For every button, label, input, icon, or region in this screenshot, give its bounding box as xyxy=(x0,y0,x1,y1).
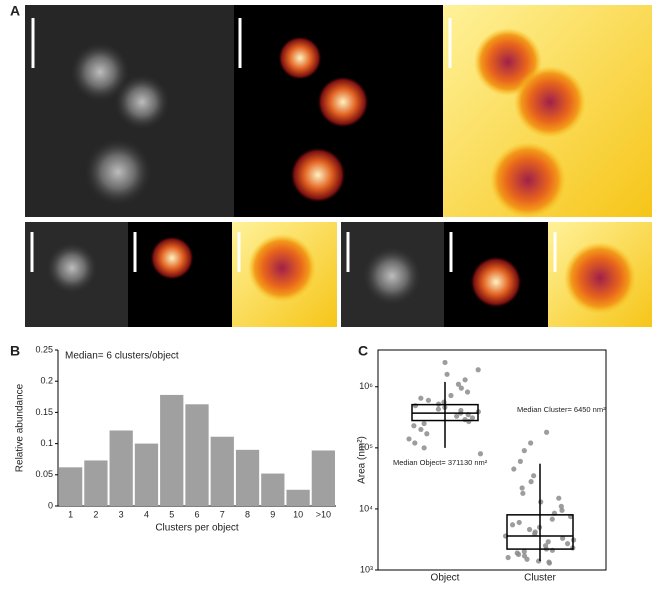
bar xyxy=(210,436,234,506)
bar xyxy=(311,450,335,506)
data-point xyxy=(466,418,472,425)
bar xyxy=(160,394,184,506)
x-tick-label: Cluster xyxy=(524,573,556,584)
data-point xyxy=(520,490,526,496)
data-point xyxy=(545,539,551,545)
bar xyxy=(59,467,83,506)
data-point xyxy=(521,549,527,555)
x-tick-label: 6 xyxy=(194,509,199,519)
box xyxy=(506,514,574,550)
data-point xyxy=(412,403,419,409)
data-point xyxy=(448,392,454,399)
data-point xyxy=(435,406,441,412)
bar xyxy=(134,443,159,506)
data-point xyxy=(509,522,516,528)
y-tick-label: 0.25 xyxy=(35,344,53,354)
y-tick-label: 0.15 xyxy=(35,407,53,417)
data-point xyxy=(454,413,460,419)
data-point xyxy=(556,495,562,501)
data-point xyxy=(524,556,530,562)
x-tick-label: 9 xyxy=(270,509,275,519)
data-point xyxy=(458,385,464,391)
data-point xyxy=(531,473,537,479)
data-point xyxy=(477,451,484,457)
x-tick-label: 3 xyxy=(119,509,124,519)
bar xyxy=(185,404,209,506)
bar xyxy=(109,430,133,506)
data-point xyxy=(475,367,481,373)
x-tick-label: >10 xyxy=(316,509,331,519)
data-point xyxy=(425,397,432,403)
data-point xyxy=(564,541,571,547)
data-point xyxy=(526,526,533,533)
data-point xyxy=(560,535,566,541)
y-tick-label: 10⁵ xyxy=(359,442,373,452)
data-point xyxy=(519,485,525,491)
annotation: Median= 6 clusters/object xyxy=(65,351,179,362)
x-tick-label: 2 xyxy=(93,509,98,519)
panel-label: B xyxy=(10,343,20,359)
x-axis-label: Clusters per object xyxy=(155,523,239,534)
data-point xyxy=(418,395,424,401)
bar xyxy=(261,473,285,506)
plot-frame xyxy=(377,349,607,571)
x-tick-label: 10 xyxy=(293,509,303,519)
data-point xyxy=(528,440,534,446)
data-point xyxy=(406,436,412,442)
data-point xyxy=(455,381,462,387)
y-tick-label: 0.2 xyxy=(40,376,53,386)
data-point xyxy=(515,551,522,558)
annotation: Median Cluster= 6450 nm² xyxy=(517,405,606,414)
panel-label: C xyxy=(358,343,368,359)
data-point xyxy=(421,445,427,451)
data-point xyxy=(424,431,430,437)
y-tick-label: 0.1 xyxy=(40,438,53,448)
data-point xyxy=(528,479,534,485)
y-tick-label: 0.05 xyxy=(35,469,53,479)
bar xyxy=(235,449,260,506)
data-point xyxy=(469,415,475,421)
y-tick-label: 10⁶ xyxy=(359,381,373,391)
y-tick-label: 0 xyxy=(48,500,53,510)
data-point xyxy=(464,389,471,395)
data-point xyxy=(516,519,522,526)
data-point xyxy=(412,440,418,446)
data-point xyxy=(505,554,511,561)
data-point xyxy=(558,503,564,509)
data-point xyxy=(418,426,424,433)
bar xyxy=(84,460,108,506)
data-point xyxy=(549,516,555,522)
data-point xyxy=(521,448,527,454)
data-point xyxy=(421,420,427,427)
x-tick-label: Object xyxy=(431,573,460,584)
data-point xyxy=(517,458,523,464)
microscopy-images xyxy=(25,5,652,327)
x-tick-label: 5 xyxy=(169,509,174,519)
bar xyxy=(286,489,310,506)
data-point xyxy=(442,359,448,366)
y-tick-label: 10³ xyxy=(360,564,373,574)
panel-label: A xyxy=(10,3,20,19)
data-point xyxy=(462,377,468,383)
annotation: Median Object= 371130 nm² xyxy=(393,458,488,467)
data-point xyxy=(543,429,550,435)
data-point xyxy=(411,423,417,429)
data-point xyxy=(444,371,450,377)
y-axis-label: Relative abundance xyxy=(15,383,26,472)
data-point xyxy=(559,507,565,513)
y-axis-label: Area (nm²) xyxy=(357,436,368,484)
data-point xyxy=(532,531,538,537)
x-tick-label: 1 xyxy=(68,509,73,519)
data-point xyxy=(546,560,553,566)
x-tick-label: 7 xyxy=(220,509,225,519)
x-tick-label: 8 xyxy=(245,509,250,519)
x-tick-label: 4 xyxy=(144,509,149,519)
data-point xyxy=(511,466,517,472)
y-tick-label: 10⁴ xyxy=(359,503,373,513)
